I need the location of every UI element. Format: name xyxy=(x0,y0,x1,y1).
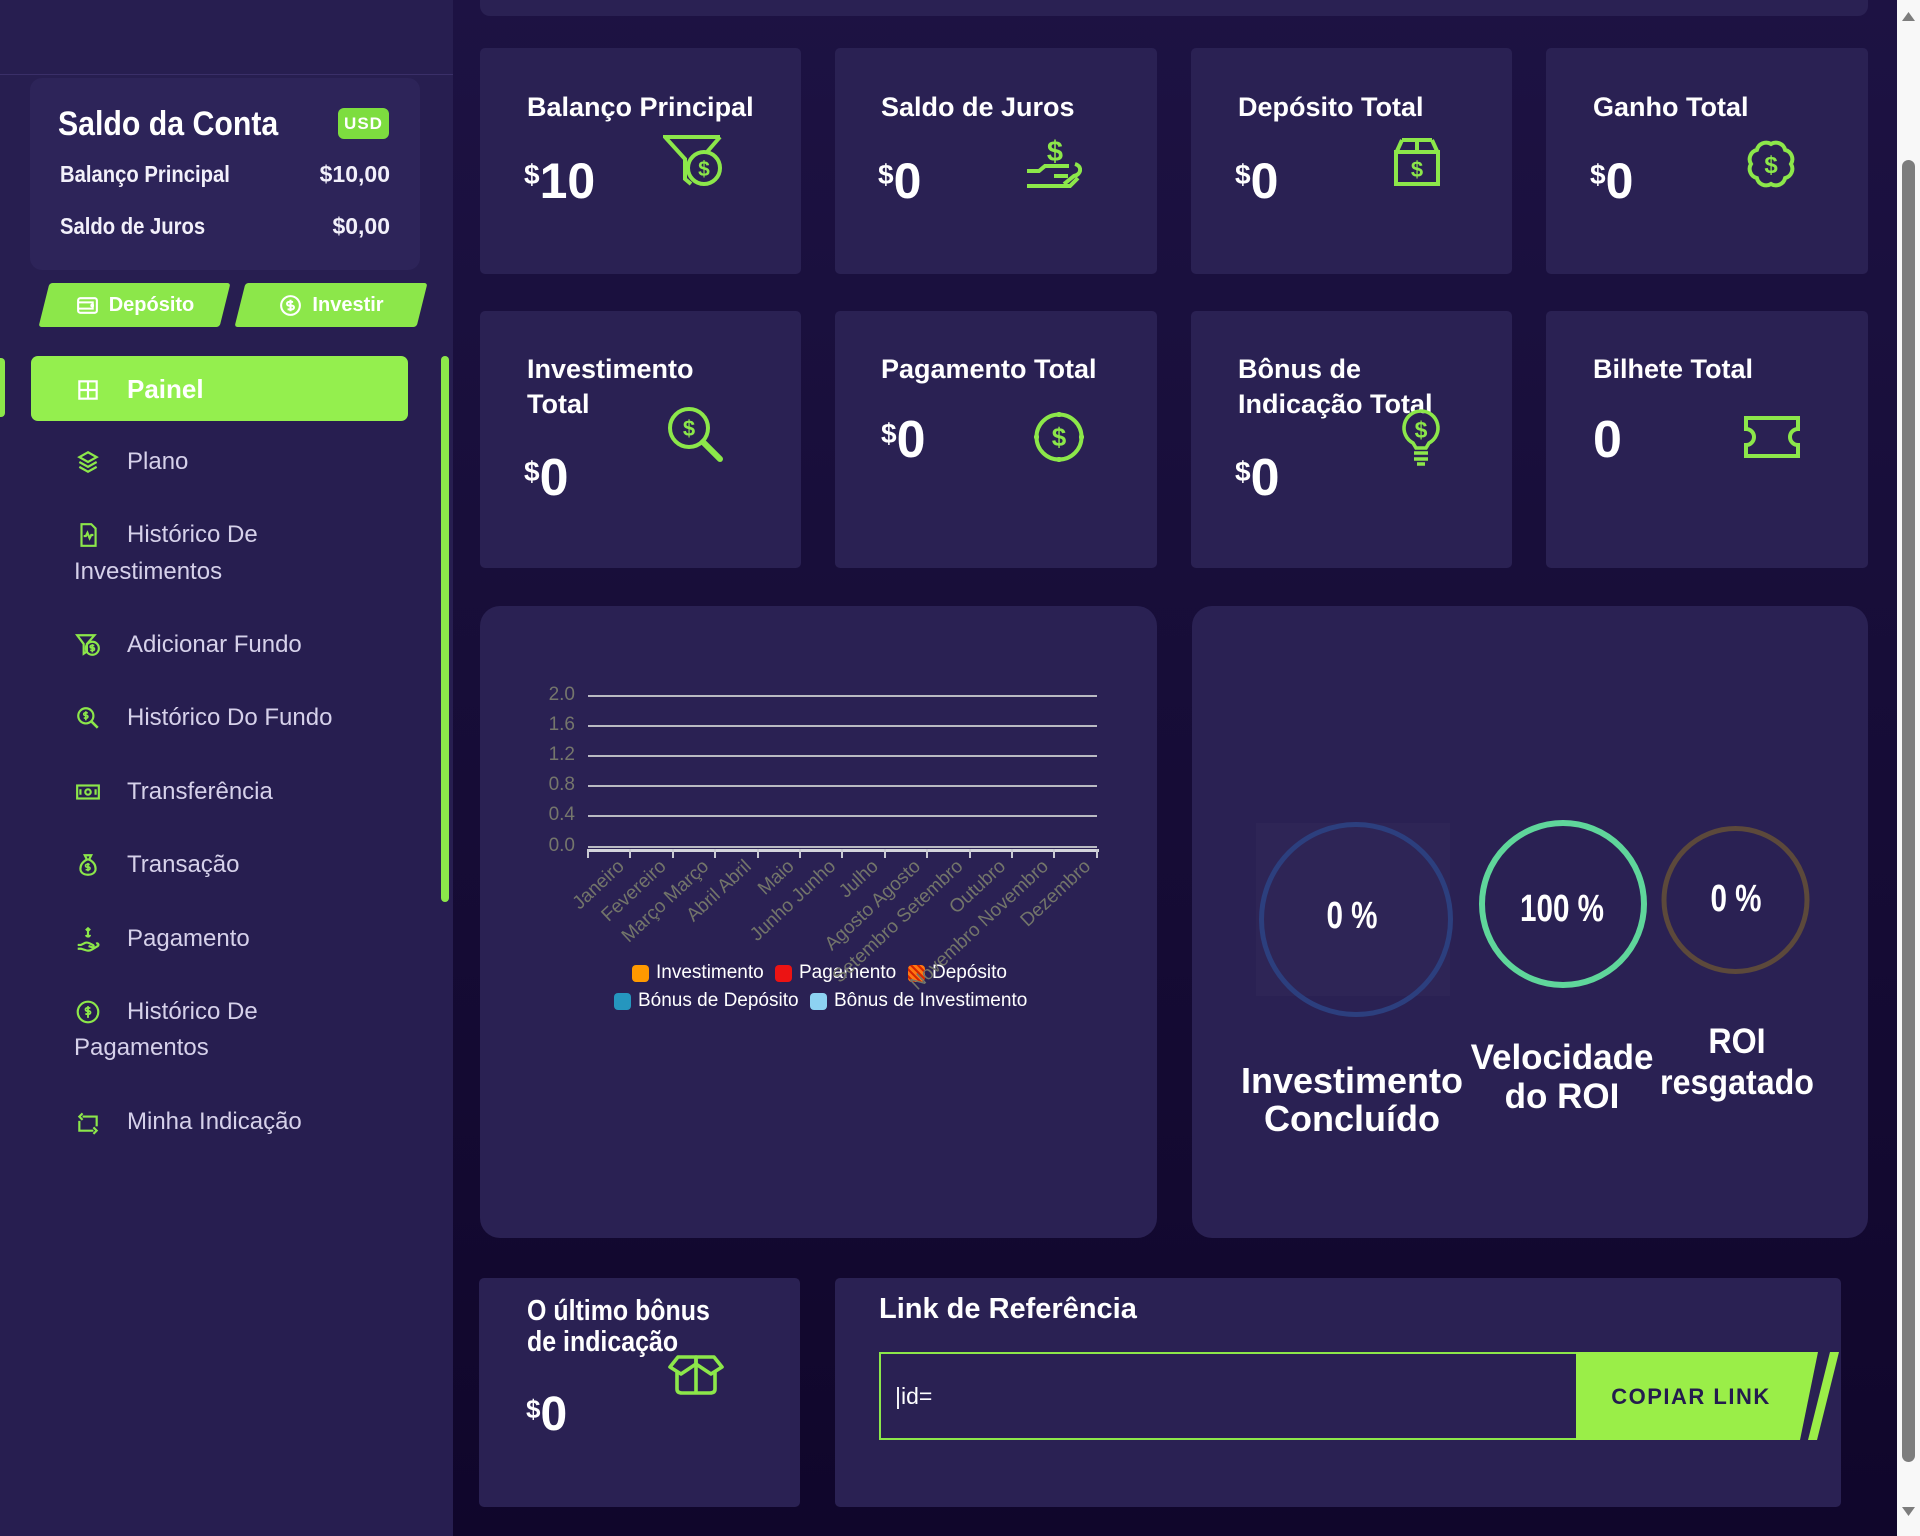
svg-text:$: $ xyxy=(683,416,695,441)
svg-text:$: $ xyxy=(1052,422,1067,452)
svg-text:$: $ xyxy=(1415,417,1428,443)
svg-text:$: $ xyxy=(1764,152,1778,179)
svg-text:$: $ xyxy=(1411,157,1423,182)
svg-text:COPIAR LINK: COPIAR LINK xyxy=(1611,1384,1771,1409)
svg-text:$: $ xyxy=(698,158,710,181)
svg-text:$: $ xyxy=(1047,136,1063,168)
